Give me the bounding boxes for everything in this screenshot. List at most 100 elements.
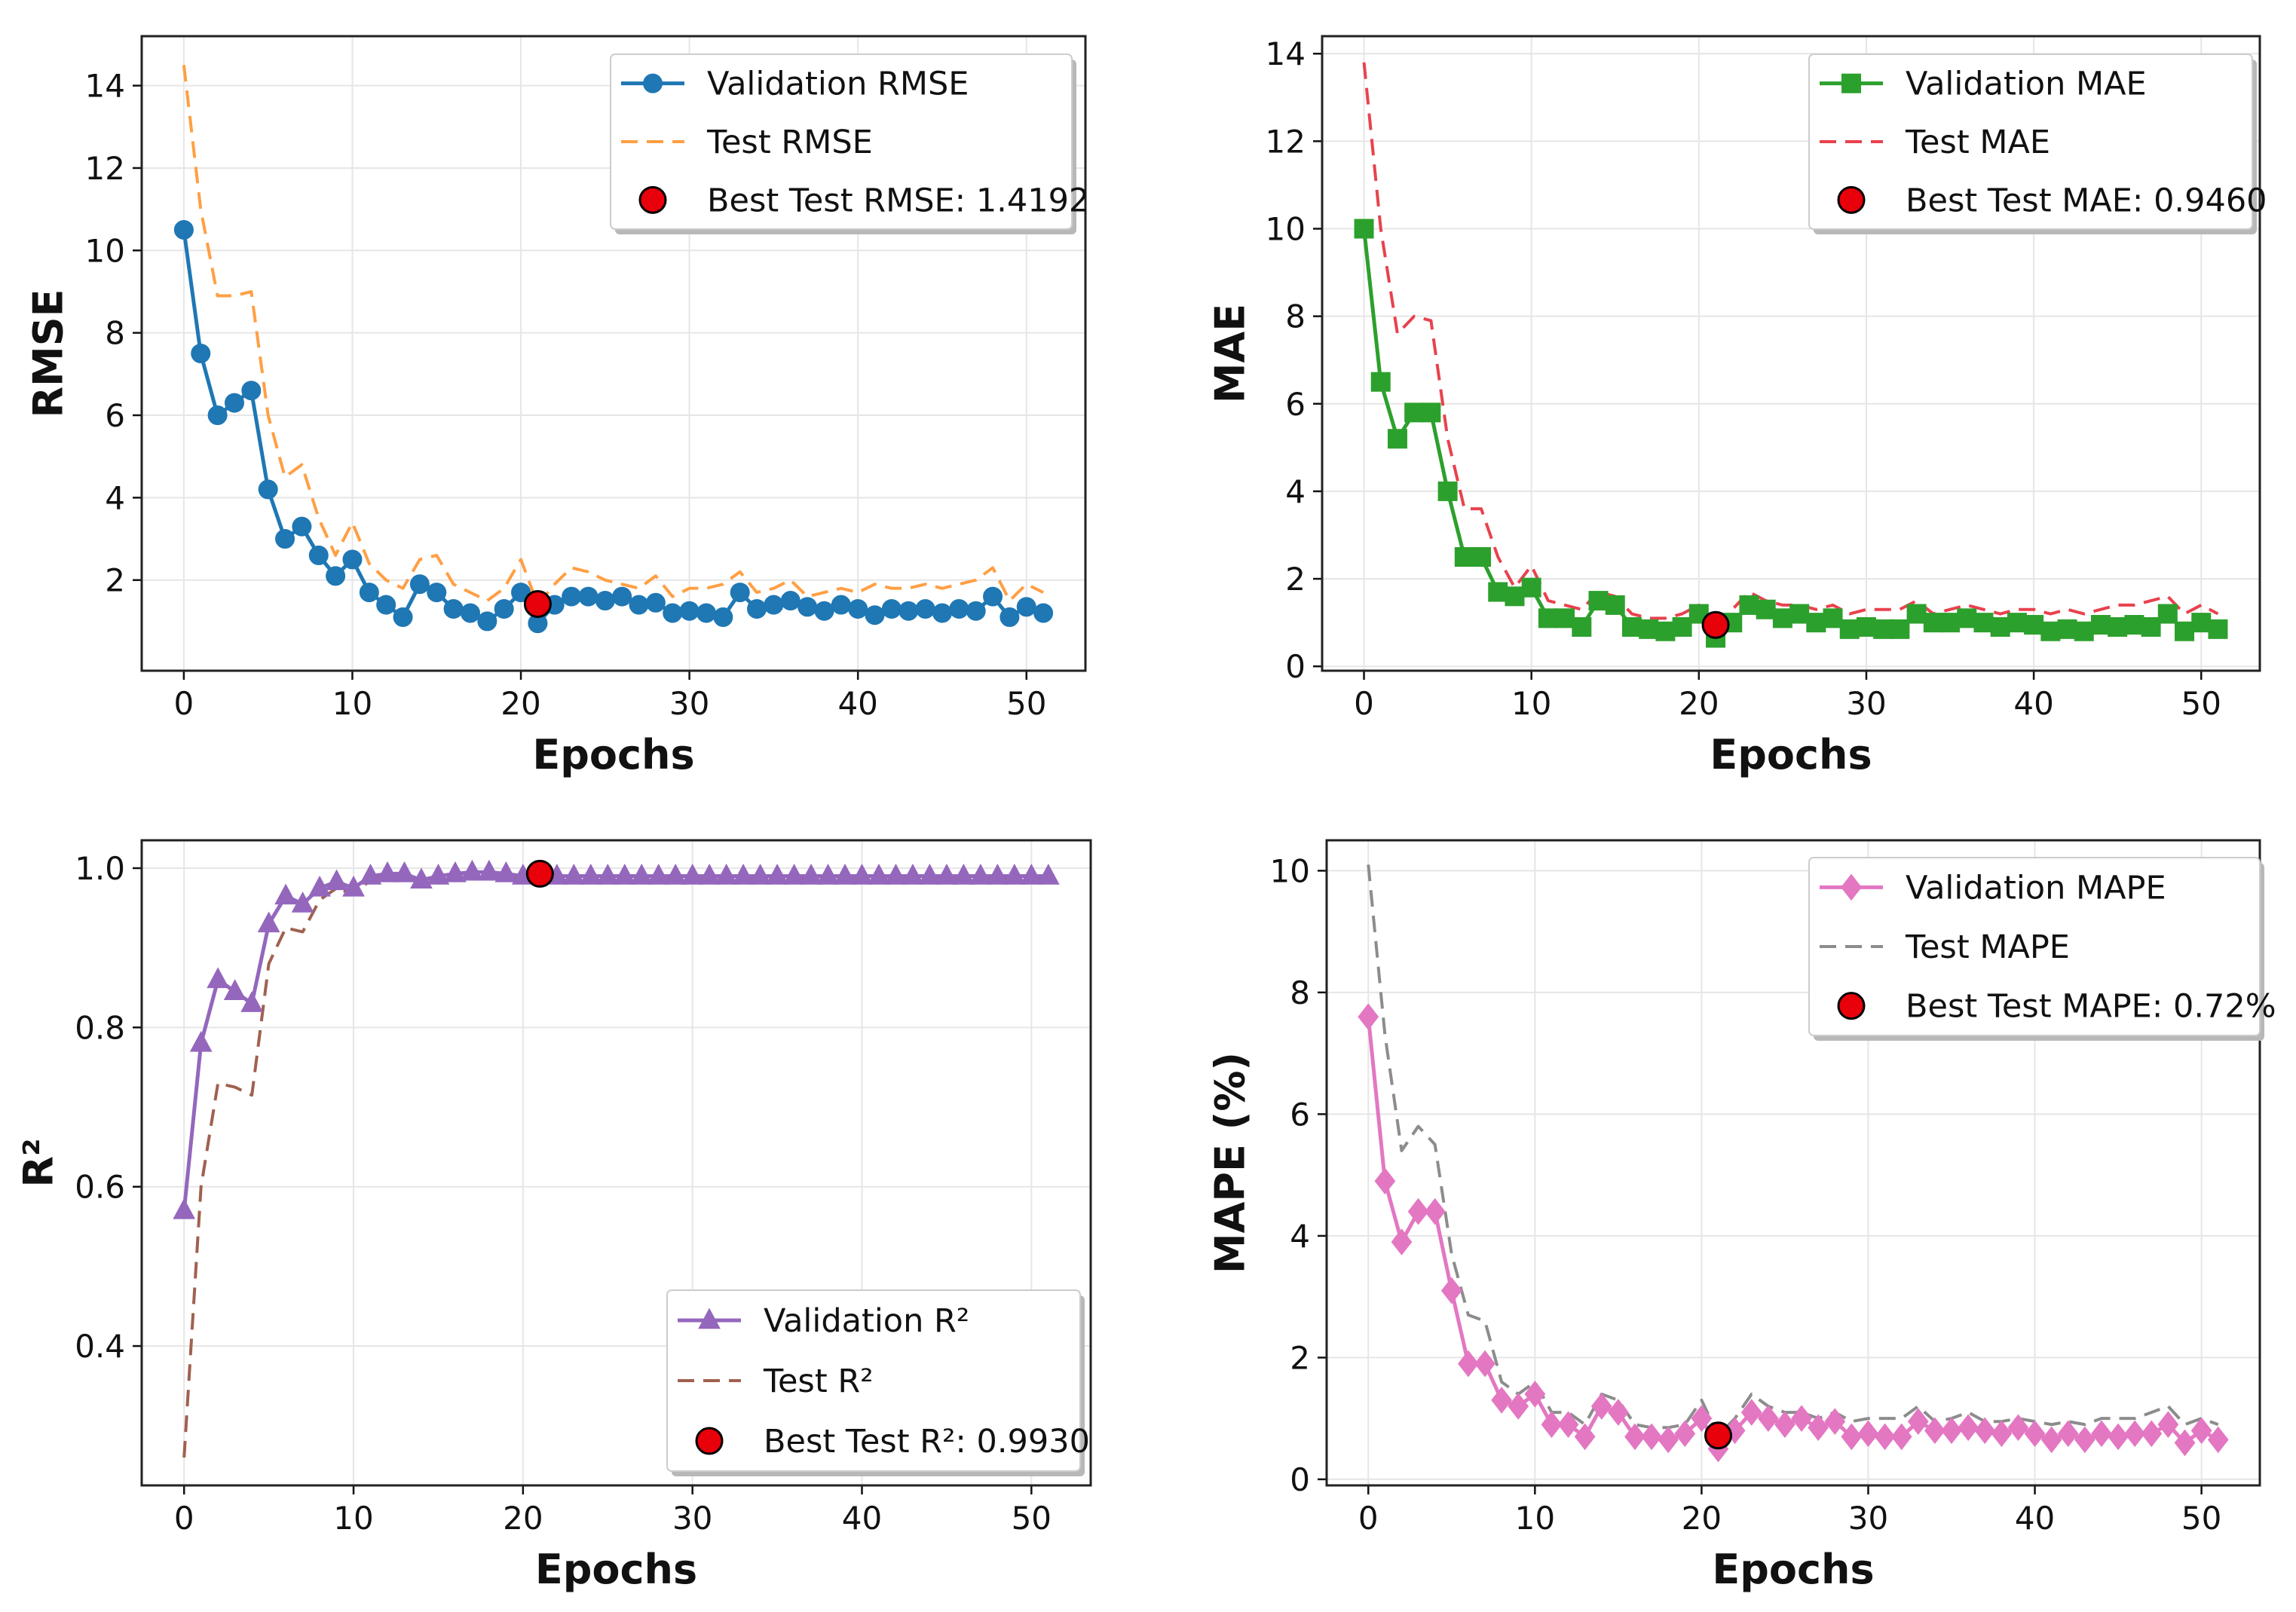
data-point: [443, 598, 464, 619]
data-point: [1890, 1423, 1912, 1451]
data-point: [173, 219, 194, 240]
data-point: [681, 864, 704, 885]
series-line-test: [1367, 864, 2219, 1437]
series-line-validation: [1366, 1016, 2219, 1451]
data-point: [1588, 591, 1609, 611]
data-point: [1508, 1393, 1529, 1420]
data-point: [935, 864, 958, 885]
data-point: [1407, 1198, 1429, 1225]
data-point: [1924, 1417, 1945, 1445]
data-point: [173, 1198, 196, 1219]
data-point: [782, 864, 806, 885]
plot-series: [1354, 62, 2228, 648]
data-point: [1557, 1411, 1579, 1439]
data-point: [2174, 1429, 2196, 1457]
y-axis-label: R²: [15, 1138, 63, 1187]
data-point: [2157, 604, 2178, 624]
data-point: [393, 861, 416, 882]
series-line-validation: [182, 870, 1049, 1211]
data-point: [902, 864, 924, 885]
data-point: [831, 595, 851, 615]
data-point: [952, 864, 975, 885]
y-tick-label: 14: [1266, 35, 1306, 72]
legend-marker-best: [638, 185, 667, 214]
data-point: [1421, 402, 1441, 423]
data-point: [1624, 1423, 1645, 1451]
data-point: [915, 598, 935, 619]
data-point: [189, 1030, 213, 1052]
data-point: [1505, 586, 1525, 607]
data-point: [224, 393, 244, 413]
x-tick-label: 30: [1848, 1500, 1888, 1537]
axes-frame: [1321, 35, 2261, 672]
x-tick-label: 30: [1846, 685, 1886, 722]
data-point: [1991, 1420, 2013, 1448]
y-tick-label: 10: [1266, 211, 1306, 248]
y-tick-label: 8: [105, 315, 125, 352]
y-tick-label: 4: [1285, 473, 1306, 510]
data-point: [1941, 1417, 1962, 1445]
data-point: [376, 595, 396, 615]
data-point: [1990, 616, 2010, 637]
y-axis-label: MAPE (%): [1207, 1052, 1254, 1274]
legend-box: [1808, 54, 2253, 230]
data-point: [207, 405, 228, 426]
data-point: [868, 864, 890, 885]
data-point: [359, 864, 382, 885]
data-point: [240, 991, 264, 1012]
data-point: [410, 867, 433, 889]
chart-mae: 0 10 20 30 40 50 0 2 4 6 8 10 12 14 Epochs MAE Validatio…: [1207, 35, 2267, 778]
data-point: [816, 864, 840, 885]
data-point: [1521, 577, 1541, 598]
data-point: [1906, 604, 1927, 624]
y-tick-label: 0.6: [75, 1169, 125, 1206]
data-point: [1574, 1423, 1596, 1451]
data-point: [326, 566, 346, 586]
y-tick-label: 10: [85, 232, 125, 269]
x-tick-label: 30: [672, 1500, 712, 1537]
data-point: [1824, 1408, 1846, 1436]
x-tick-label: 30: [669, 685, 709, 722]
data-point: [1524, 1381, 1546, 1408]
y-tick-label: 8: [1290, 974, 1310, 1011]
data-point: [1806, 613, 1826, 633]
data-point: [1541, 1411, 1563, 1439]
legend-marker-validation: [643, 73, 663, 93]
data-point: [865, 605, 885, 626]
data-point: [1016, 597, 1036, 617]
data-point: [1020, 864, 1043, 885]
chart-r2: 0 10 20 30 40 50 0.4 0.6 0.8 1.0 Epochs R² Validatio…: [15, 839, 1092, 1593]
data-point: [918, 864, 941, 885]
legend-marker-best: [695, 1427, 724, 1455]
legend-box: [1808, 857, 2261, 1036]
data-point: [460, 603, 480, 623]
data-point: [596, 864, 620, 885]
data-point: [1907, 1408, 1929, 1436]
data-point: [393, 607, 413, 627]
data-point: [427, 583, 447, 603]
data-point: [696, 603, 716, 623]
data-point: [308, 545, 329, 565]
x-tick-label: 0: [1354, 685, 1374, 722]
data-point: [1739, 595, 1759, 615]
x-tick-label: 50: [1012, 1500, 1052, 1537]
data-point: [1000, 607, 1020, 627]
data-point: [1590, 1393, 1612, 1420]
data-point: [2057, 1420, 2079, 1448]
y-tick-label: 4: [105, 479, 125, 516]
data-point: [1474, 1350, 1495, 1378]
data-point: [797, 597, 818, 617]
data-point: [1655, 621, 1676, 641]
data-point: [1873, 619, 1893, 639]
data-point: [191, 344, 211, 363]
legend: Validation RMSE Test RMSE Best Test RMSE: …: [610, 54, 1089, 234]
x-tick-label: 0: [174, 685, 194, 722]
legend: Validation MAPE Test MAPE Best Test MAPE: …: [1808, 857, 2276, 1041]
data-point: [2074, 621, 2094, 641]
legend-label-validation: Validation R²: [764, 1302, 969, 1340]
axes-frame: [1325, 839, 2261, 1487]
data-point: [1621, 616, 1642, 637]
data-point: [342, 549, 363, 570]
data-point: [747, 598, 767, 619]
